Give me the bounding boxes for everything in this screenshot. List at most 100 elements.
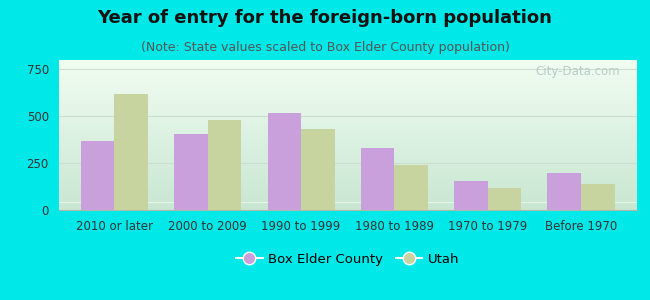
Bar [58, 174, 637, 176]
Bar [58, 88, 637, 90]
Bar [58, 106, 637, 108]
Bar [58, 192, 637, 194]
Bar [58, 135, 637, 136]
Bar [58, 122, 637, 123]
Bar [58, 93, 637, 94]
Bar [58, 158, 637, 159]
Bar [58, 186, 637, 188]
Bar [58, 165, 637, 166]
Bar [58, 200, 637, 201]
Bar [58, 153, 637, 154]
Bar [58, 63, 637, 64]
Bar [58, 176, 637, 177]
Bar [58, 120, 637, 122]
Text: City-Data.com: City-Data.com [535, 64, 619, 77]
Bar [58, 114, 637, 116]
Bar [58, 152, 637, 153]
Bar [58, 108, 637, 110]
Bar [58, 128, 637, 129]
Bar [58, 190, 637, 192]
Bar [58, 208, 637, 210]
Bar [58, 180, 637, 182]
Bar [58, 64, 637, 66]
Bar [58, 183, 637, 184]
Bar [58, 92, 637, 93]
Bar [58, 171, 637, 172]
Bar [58, 168, 637, 170]
Bar [58, 140, 637, 141]
Bar [58, 68, 637, 69]
Bar [58, 84, 637, 86]
Bar [488, 188, 521, 210]
Bar [58, 130, 637, 132]
Bar [58, 102, 637, 104]
Bar [58, 129, 637, 130]
Bar [58, 162, 637, 164]
Bar [58, 189, 637, 190]
Bar [58, 82, 637, 84]
Bar [81, 141, 114, 210]
Bar [58, 123, 637, 124]
Bar [58, 154, 637, 156]
Bar [58, 110, 637, 111]
Bar [58, 202, 637, 204]
Text: (Note: State values scaled to Box Elder County population): (Note: State values scaled to Box Elder … [140, 40, 510, 53]
Bar [58, 103, 637, 105]
Bar [58, 117, 637, 118]
Bar [58, 146, 637, 147]
Bar [454, 181, 488, 210]
Bar [58, 70, 637, 72]
Bar [58, 96, 637, 98]
Bar [58, 124, 637, 126]
Bar [395, 165, 428, 210]
Bar [58, 94, 637, 96]
Bar [58, 100, 637, 102]
Bar [58, 138, 637, 140]
Bar [58, 142, 637, 144]
Bar [301, 129, 335, 210]
Bar [58, 80, 637, 81]
Bar [58, 87, 637, 88]
Bar [58, 147, 637, 148]
Legend: Box Elder County, Utah: Box Elder County, Utah [231, 247, 465, 271]
Bar [58, 182, 637, 183]
Bar [58, 160, 637, 162]
Bar [58, 81, 637, 82]
Bar [58, 201, 637, 202]
Bar [208, 120, 241, 210]
Bar [58, 105, 637, 106]
Bar [58, 76, 637, 78]
Bar [58, 85, 637, 87]
Bar [58, 206, 637, 207]
Bar [58, 196, 637, 198]
Bar [58, 61, 637, 63]
Bar [58, 111, 637, 112]
Bar [58, 116, 637, 117]
Bar [58, 90, 637, 92]
Bar [58, 204, 637, 206]
Bar [58, 207, 637, 208]
Bar [58, 159, 637, 160]
Bar [58, 112, 637, 114]
Bar [174, 134, 208, 210]
Bar [547, 172, 581, 210]
Bar [58, 156, 637, 158]
Bar [58, 150, 637, 152]
Bar [58, 148, 637, 150]
Bar [581, 184, 615, 210]
Bar [361, 148, 395, 210]
Bar [58, 144, 637, 146]
Bar [58, 172, 637, 174]
Bar [58, 141, 637, 142]
Text: Year of entry for the foreign-born population: Year of entry for the foreign-born popul… [98, 9, 552, 27]
Bar [58, 164, 637, 165]
Bar [58, 134, 637, 135]
Bar [58, 169, 637, 171]
Bar [58, 66, 637, 68]
Bar [58, 136, 637, 138]
Bar [58, 194, 637, 195]
Bar [58, 177, 637, 178]
Bar [58, 132, 637, 134]
Bar [58, 126, 637, 128]
Bar [58, 198, 637, 200]
